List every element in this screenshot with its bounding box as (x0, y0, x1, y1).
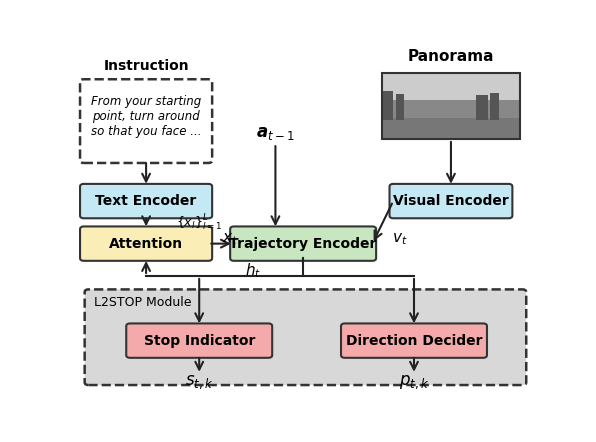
Text: $s_{t,k}$: $s_{t,k}$ (185, 373, 213, 391)
Text: Text Encoder: Text Encoder (95, 194, 197, 208)
Text: Stop Indicator: Stop Indicator (144, 334, 255, 347)
Text: $\boldsymbol{a}_{t-1}$: $\boldsymbol{a}_{t-1}$ (256, 124, 295, 142)
Text: From your starting
point, turn around
so that you face ...: From your starting point, turn around so… (91, 95, 201, 137)
Text: $h_t$: $h_t$ (246, 262, 262, 280)
Text: $v_t$: $v_t$ (392, 231, 407, 247)
FancyBboxPatch shape (80, 226, 212, 261)
Text: Instruction: Instruction (103, 60, 189, 73)
Text: $p_{t,k}$: $p_{t,k}$ (399, 373, 429, 391)
Text: Trajectory Encoder: Trajectory Encoder (229, 236, 377, 251)
FancyBboxPatch shape (341, 324, 487, 358)
Bar (396, 94, 404, 120)
Bar (381, 118, 520, 139)
FancyBboxPatch shape (80, 184, 212, 218)
Bar (381, 100, 520, 120)
Text: L2STOP Module: L2STOP Module (94, 296, 191, 309)
Bar (476, 95, 488, 120)
Bar (381, 72, 520, 104)
FancyBboxPatch shape (126, 324, 272, 358)
FancyBboxPatch shape (80, 79, 212, 163)
Text: Direction Decider: Direction Decider (346, 334, 482, 347)
Bar (381, 91, 393, 120)
Text: Panorama: Panorama (408, 49, 494, 64)
Bar (490, 92, 498, 120)
Text: $x_t$: $x_t$ (222, 231, 238, 247)
FancyBboxPatch shape (230, 226, 376, 261)
Text: $\{x_l\}_{l=1}^{L}$: $\{x_l\}_{l=1}^{L}$ (176, 213, 222, 233)
Bar (381, 72, 520, 139)
Text: Attention: Attention (109, 236, 183, 251)
FancyBboxPatch shape (85, 290, 526, 385)
FancyBboxPatch shape (390, 184, 513, 218)
Text: Visual Encoder: Visual Encoder (393, 194, 509, 208)
